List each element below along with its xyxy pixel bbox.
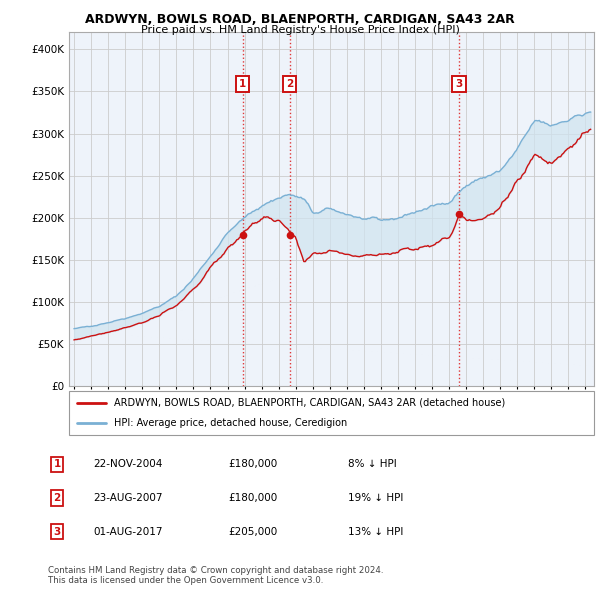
- Text: Price paid vs. HM Land Registry's House Price Index (HPI): Price paid vs. HM Land Registry's House …: [140, 25, 460, 35]
- Text: 2: 2: [286, 79, 293, 88]
- Text: ARDWYN, BOWLS ROAD, BLAENPORTH, CARDIGAN, SA43 2AR: ARDWYN, BOWLS ROAD, BLAENPORTH, CARDIGAN…: [85, 13, 515, 26]
- Text: 01-AUG-2017: 01-AUG-2017: [93, 527, 163, 536]
- Text: 22-NOV-2004: 22-NOV-2004: [93, 460, 163, 469]
- Text: 3: 3: [455, 79, 463, 88]
- Text: £180,000: £180,000: [228, 460, 277, 469]
- Text: 2: 2: [53, 493, 61, 503]
- Text: 1: 1: [239, 79, 247, 88]
- Text: 8% ↓ HPI: 8% ↓ HPI: [348, 460, 397, 469]
- Text: 1: 1: [53, 460, 61, 469]
- FancyBboxPatch shape: [69, 391, 594, 435]
- Text: £180,000: £180,000: [228, 493, 277, 503]
- Text: 23-AUG-2007: 23-AUG-2007: [93, 493, 163, 503]
- Text: £205,000: £205,000: [228, 527, 277, 536]
- Text: HPI: Average price, detached house, Ceredigion: HPI: Average price, detached house, Cere…: [113, 418, 347, 428]
- Text: ARDWYN, BOWLS ROAD, BLAENPORTH, CARDIGAN, SA43 2AR (detached house): ARDWYN, BOWLS ROAD, BLAENPORTH, CARDIGAN…: [113, 398, 505, 408]
- Text: Contains HM Land Registry data © Crown copyright and database right 2024.
This d: Contains HM Land Registry data © Crown c…: [48, 566, 383, 585]
- Text: 19% ↓ HPI: 19% ↓ HPI: [348, 493, 403, 503]
- Text: 3: 3: [53, 527, 61, 536]
- Text: 13% ↓ HPI: 13% ↓ HPI: [348, 527, 403, 536]
